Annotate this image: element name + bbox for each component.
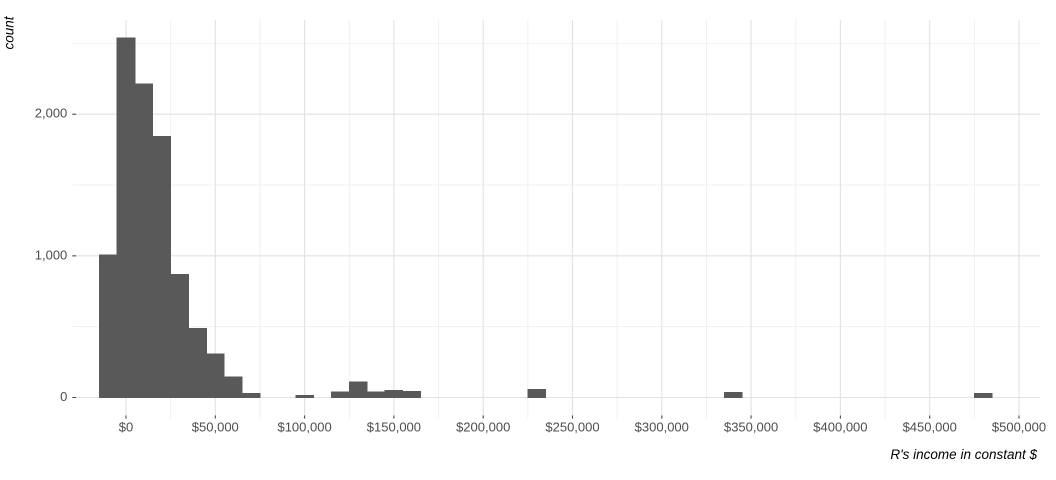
svg-text:$200,000: $200,000 <box>456 420 510 435</box>
svg-text:$400,000: $400,000 <box>813 420 867 435</box>
svg-text:$150,000: $150,000 <box>367 420 421 435</box>
svg-text:1,000: 1,000 <box>35 247 68 262</box>
svg-text:R's income in constant $: R's income in constant $ <box>890 447 1037 462</box>
svg-text:$450,000: $450,000 <box>903 420 957 435</box>
svg-text:$100,000: $100,000 <box>277 420 331 435</box>
svg-text:$350,000: $350,000 <box>724 420 778 435</box>
svg-text:$300,000: $300,000 <box>635 420 689 435</box>
svg-text:0: 0 <box>60 389 67 404</box>
svg-text:$0: $0 <box>119 420 133 435</box>
svg-text:count: count <box>2 15 17 49</box>
svg-text:$250,000: $250,000 <box>545 420 599 435</box>
svg-text:$500,000: $500,000 <box>992 420 1046 435</box>
svg-text:2,000: 2,000 <box>35 106 68 121</box>
svg-text:$50,000: $50,000 <box>192 420 239 435</box>
